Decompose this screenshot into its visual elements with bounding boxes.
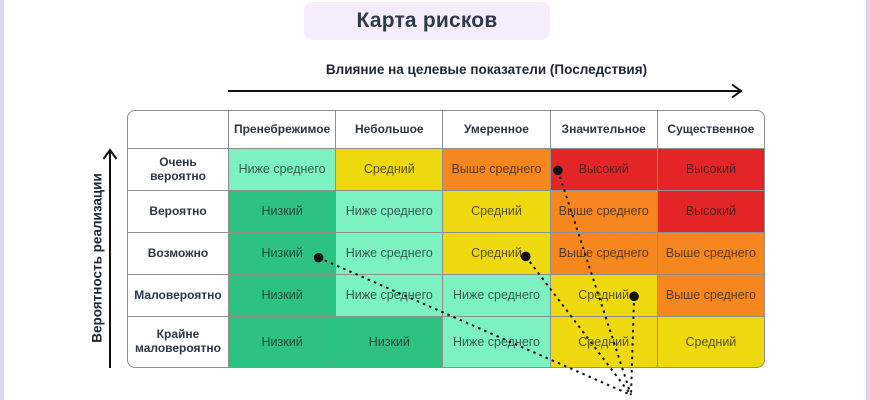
risk-cell-r1c2: Средний	[443, 191, 550, 232]
column-header-4: Существенное	[657, 111, 764, 148]
column-header-3: Значительное	[550, 111, 657, 148]
risk-cell-r4c4: Средний	[657, 317, 764, 367]
risk-cell-r2c3: Выше среднего	[550, 233, 657, 274]
risk-cell-r1c4: Высокий	[657, 191, 764, 232]
risk-cell-r3c0: Низкий	[229, 275, 336, 316]
risk-cell-r2c0: Низкий	[229, 233, 336, 274]
risk-cell-r0c2: Выше среднего	[443, 149, 550, 190]
risk-cell-r4c0: Низкий	[229, 317, 336, 367]
row-header-2: Возможно	[128, 233, 228, 274]
risk-cell-r0c1: Средний	[336, 149, 443, 190]
risk-cell-r4c1: Низкий	[336, 317, 443, 367]
risk-cell-r4c2: Ниже среднего	[443, 317, 550, 367]
row-header-0: Очень вероятно	[128, 149, 228, 190]
x-axis-title: Влияние на целевые показатели (Последств…	[325, 62, 648, 77]
column-header-1: Небольшое	[336, 111, 443, 148]
risk-cell-r3c1: Ниже среднего	[336, 275, 443, 316]
risk-cell-r4c3: Средний	[550, 317, 657, 367]
column-header-0: Пренебрежимое	[229, 111, 336, 148]
table-corner-cell	[128, 111, 228, 148]
risk-cell-r1c0: Низкий	[229, 191, 336, 232]
risk-cell-r0c0: Ниже среднего	[229, 149, 336, 190]
risk-cell-r3c4: Выше среднего	[657, 275, 764, 316]
page-title-label: Карта рисков	[356, 9, 498, 32]
row-header-3: Маловероятно	[128, 275, 228, 316]
risk-cell-r3c2: Ниже среднего	[443, 275, 550, 316]
risk-cell-r1c3: Выше среднего	[550, 191, 657, 232]
risk-matrix-table: Пренебрежимое Небольшое Умеренное Значитель…	[127, 110, 765, 368]
risk-cell-r3c3: Средний	[550, 275, 657, 316]
risk-cell-r2c2: Средний	[443, 233, 550, 274]
page-title: Карта рисков	[304, 2, 550, 40]
risk-cell-r0c3: Высокий	[550, 149, 657, 190]
y-axis-title: Вероятность реализации	[89, 173, 105, 343]
column-header-2: Умеренное	[443, 111, 550, 148]
row-header-1: Вероятно	[128, 191, 228, 232]
risk-cell-r2c1: Ниже среднего	[336, 233, 443, 274]
risk-cell-r0c4: Высокий	[657, 149, 764, 190]
row-header-4: Крайне маловероятно	[128, 317, 228, 367]
risk-cell-r2c4: Выше среднего	[657, 233, 764, 274]
risk-cell-r1c1: Ниже среднего	[336, 191, 443, 232]
